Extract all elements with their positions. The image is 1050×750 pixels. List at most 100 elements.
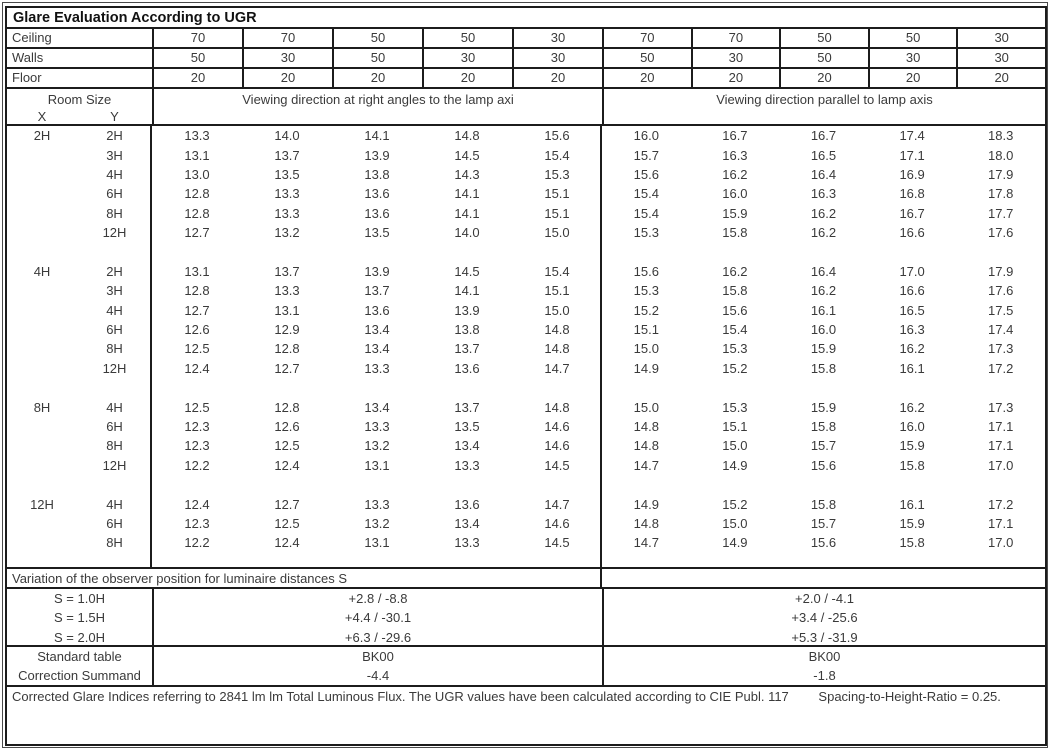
ugr-value-cell: 14.0 [274, 128, 300, 144]
ugr-value-cell: 12.4 [274, 457, 300, 473]
variation-row: S = 1.0H +2.8 / -8.8 +2.0 / -4.1 [7, 589, 1045, 609]
surface-value-cell: 30 [690, 49, 780, 67]
surface-value-cell: 50 [332, 29, 422, 47]
ugr-table-row: 8H 4H 12.5 12.8 13.4 13.7 14.8 15.0 15.3 15.9 16.2… [7, 397, 1045, 416]
ugr-value-cell: 14.9 [722, 457, 748, 473]
ugr-value-cell: 13.5 [274, 166, 300, 182]
ugr-value-cell: 15.0 [722, 516, 748, 531]
ugr-value-cell: 16.0 [810, 322, 837, 338]
ugr-value-cell: 15.8 [810, 360, 837, 376]
ugr-value-cell: 13.1 [184, 263, 210, 279]
ugr-value-cell: 14.8 [454, 128, 480, 144]
ugr-value-cell: 15.6 [544, 128, 570, 144]
ugr-value-cell: 16.2 [722, 263, 748, 279]
ugr-value-cell: 13.7 [454, 399, 480, 415]
summary-row: Correction Summand -4.4 -1.8 [7, 666, 1045, 685]
ugr-value-cell: 12.7 [274, 360, 300, 376]
ugr-value-cell: 15.3 [722, 341, 748, 357]
ugr-value-cell: 12.2 [184, 457, 210, 473]
surface-value-cell: 30 [242, 49, 332, 67]
room-y-label: 12H [102, 457, 127, 473]
surface-value-cell: 50 [152, 49, 242, 67]
ugr-value-cell: 12.5 [274, 438, 300, 454]
ugr-value-cell: 13.3 [274, 283, 300, 299]
ugr-value-cell: 15.1 [544, 205, 570, 221]
ugr-value-cell: 14.9 [722, 535, 748, 551]
ugr-table-row: 3H 13.1 13.7 13.9 14.5 15.4 15.7 16.3 16.5 17.1 18… [7, 145, 1045, 164]
ugr-value-cell: 15.9 [722, 205, 748, 221]
ugr-value-cell: 12.3 [184, 516, 210, 531]
ugr-value-cell: 13.9 [364, 147, 390, 163]
ugr-value-cell: 13.4 [454, 438, 480, 454]
ugr-value-cell: 13.7 [454, 341, 480, 357]
ugr-value-cell: 14.7 [633, 535, 659, 551]
ugr-value-cell: 15.7 [810, 438, 837, 454]
ugr-value-cell: 15.1 [722, 419, 748, 435]
ugr-value-cell: 16.8 [899, 186, 925, 202]
surface-value-cell: 20 [602, 69, 691, 87]
ugr-value-cell: 12.4 [274, 535, 300, 551]
ugr-value-cell: 16.7 [899, 205, 925, 221]
ugr-value-cell: 15.1 [544, 186, 570, 202]
ugr-value-cell: 16.7 [810, 128, 837, 144]
ugr-table-row: 4H 2H 13.1 13.7 13.9 14.5 15.4 15.6 16.2 16.4 17.0… [7, 262, 1045, 281]
ugr-value-cell: 15.4 [633, 205, 659, 221]
ugr-value-cell: 15.4 [722, 322, 748, 338]
ugr-value-cell: 13.1 [184, 147, 210, 163]
ugr-value-cell: 15.8 [810, 419, 837, 435]
ugr-value-cell: 15.3 [633, 283, 659, 299]
ugr-value-cell: 15.1 [633, 322, 659, 338]
ugr-value-cell: 17.7 [988, 205, 1014, 221]
variation-heading-row: Variation of the observer position for l… [7, 567, 1045, 589]
surface-value-cell: 50 [602, 49, 691, 67]
ugr-value-cell: 15.4 [544, 147, 570, 163]
ugr-value-cell: 15.3 [544, 166, 570, 182]
ugr-value-cell: 14.6 [544, 419, 570, 435]
ugr-value-cell: 16.3 [810, 186, 837, 202]
ugr-value-cell: 15.9 [899, 438, 925, 454]
ugr-value-cell: 14.7 [633, 457, 659, 473]
ugr-value-cell: 15.6 [810, 535, 837, 551]
ugr-value-cell: 17.9 [988, 166, 1014, 182]
ugr-value-cell: 16.5 [899, 302, 925, 318]
ugr-value-cell: 15.2 [722, 496, 748, 512]
ugr-value-cell: 16.9 [899, 166, 925, 182]
ugr-value-cell: 16.4 [810, 263, 837, 279]
ugr-value-cell: 15.6 [722, 302, 748, 318]
surface-value-cell: 30 [956, 29, 1045, 47]
variation-row: S = 1.5H +4.4 / -30.1 +3.4 / -25.6 [7, 608, 1045, 628]
ugr-value-cell: 12.3 [184, 419, 210, 435]
ugr-value-cell: 15.6 [633, 166, 659, 182]
room-y-label: 3H [106, 283, 123, 299]
ugr-value-cell: 15.8 [722, 283, 748, 299]
ugr-value-cell: 17.6 [988, 225, 1014, 241]
room-y-label: 3H [106, 147, 123, 163]
report-title: Glare Evaluation According to UGR [7, 8, 1045, 29]
ugr-value-cell: 17.1 [988, 516, 1014, 531]
ugr-value-cell: 12.7 [184, 225, 210, 241]
ugr-value-cell: 15.0 [544, 225, 570, 241]
ugr-table-row: 4H 13.0 13.5 13.8 14.3 15.3 15.6 16.2 16.4 16.9 17… [7, 165, 1045, 184]
ugr-value-cell: 17.4 [899, 128, 925, 144]
surface-row-label: Walls [12, 50, 44, 65]
ugr-value-cell: 13.3 [454, 535, 480, 551]
ugr-value-cell: 13.1 [364, 535, 390, 551]
surface-value-cell: 30 [422, 49, 512, 67]
column-header-row: Room Size X Y Viewing direction at right… [7, 89, 1045, 126]
ugr-value-cell: 15.4 [544, 263, 570, 279]
ugr-value-cell: 14.0 [454, 225, 480, 241]
room-y-label: 4H [106, 496, 123, 512]
room-y-label: 8H [106, 535, 123, 551]
surface-value-cell: 50 [779, 49, 868, 67]
surface-value-cell: 20 [422, 69, 512, 87]
ugr-value-cell: 17.6 [988, 283, 1014, 299]
ugr-value-cell: 14.1 [364, 128, 390, 144]
ugr-value-cell: 14.5 [544, 535, 570, 551]
ugr-value-cell: 13.3 [274, 186, 300, 202]
ugr-value-cell: 15.8 [722, 225, 748, 241]
left-section-header: Viewing direction at right angles to the… [152, 89, 602, 124]
summary-row: Standard table BK00 BK00 [7, 647, 1045, 666]
variation-right-value: +2.0 / -4.1 [602, 589, 1045, 609]
ugr-table-row: 8H 12.8 13.3 13.6 14.1 15.1 15.4 15.9 16.2 16.7 17… [7, 204, 1045, 223]
surface-value-cell: 20 [242, 69, 332, 87]
